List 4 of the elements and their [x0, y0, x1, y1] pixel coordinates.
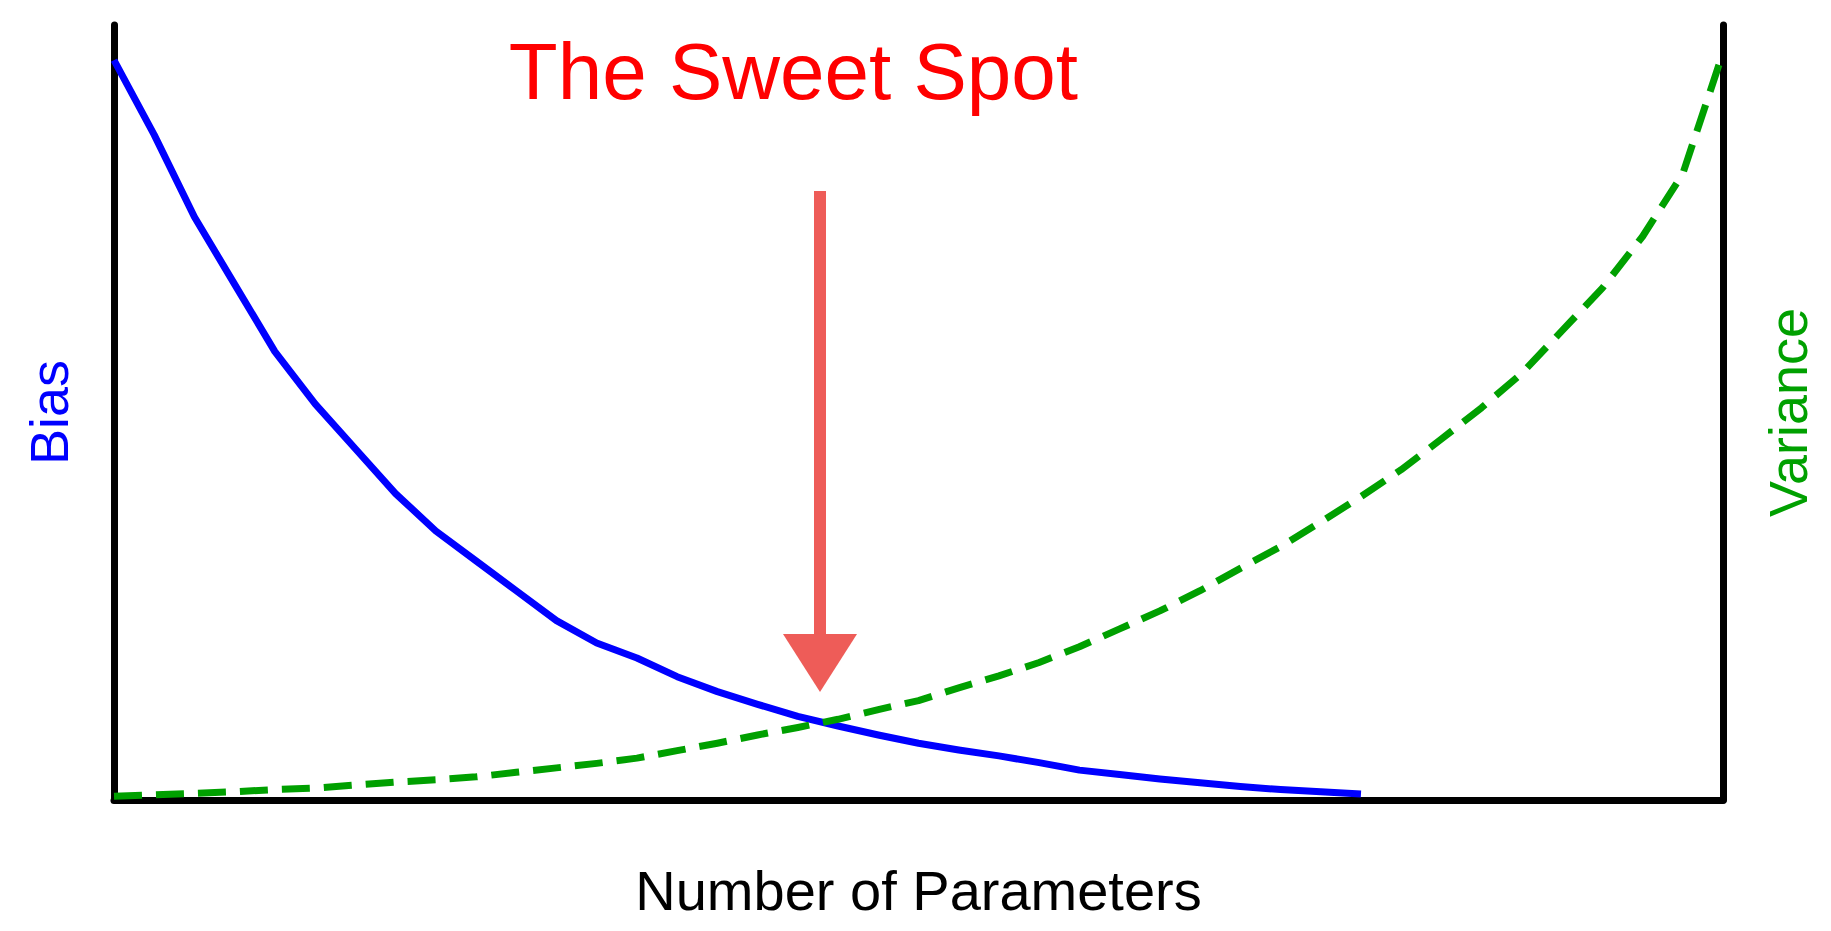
y-axis-title: Bias — [19, 359, 79, 466]
x-axis-title: Number of Parameters — [635, 858, 1202, 922]
chart-title: The Sweet Spot — [508, 26, 1079, 116]
y2-axis-title: Variance — [1758, 307, 1818, 518]
